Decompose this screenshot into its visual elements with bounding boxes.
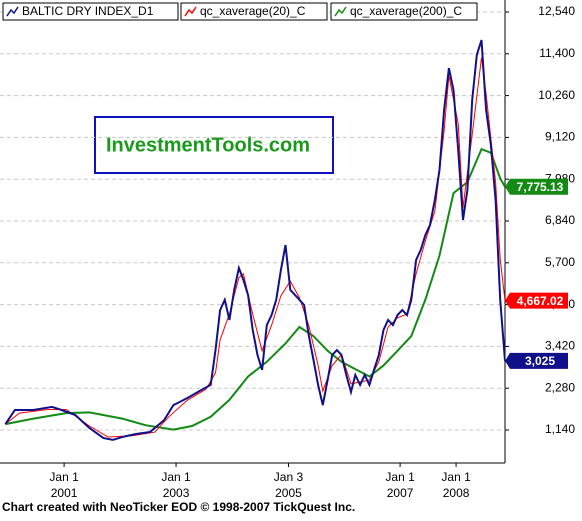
x-tick-label: Jan 1 (385, 470, 415, 484)
series-line (5, 57, 505, 438)
legend-box (330, 2, 478, 21)
x-tick-label: 2007 (387, 486, 414, 500)
x-tick-label: Jan 3 (274, 470, 304, 484)
y-tick-label: 10,260 (538, 88, 575, 102)
legend-label: BALTIC DRY INDEX_D1 (22, 4, 154, 18)
legend-swatch (6, 6, 19, 17)
y-tick-label: 11,400 (539, 46, 575, 60)
series-line (5, 147, 505, 431)
x-tick-label: 2008 (443, 486, 470, 500)
x-tick-label: Jan 1 (441, 470, 471, 484)
legend-swatch (184, 6, 197, 17)
value-label-box (505, 178, 568, 195)
value-label-box (505, 352, 568, 369)
watermark: InvestmentTools.com (106, 134, 310, 156)
y-tick-label: 3,420 (545, 339, 575, 353)
legend-box (180, 2, 328, 21)
series-line (4, 39, 505, 441)
x-tick-label: 2001 (51, 486, 78, 500)
value-label: 3,025 (525, 354, 555, 368)
y-tick-label: 5,700 (545, 255, 575, 269)
value-label-box (505, 292, 568, 309)
y-tick-label: 2,280 (545, 380, 575, 394)
legend-swatch (334, 6, 347, 17)
legend: BALTIC DRY INDEX_D1 qc_xaverage(20)_C qc_x… (2, 2, 478, 21)
value-label: 7,775.13 (517, 180, 564, 194)
footer: Chart created with NeoTicker EOD © 1998-… (2, 500, 355, 514)
y-tick-label: 6,840 (545, 213, 575, 227)
y-tick-label: 1,140 (545, 422, 575, 436)
watermark-box (94, 116, 334, 174)
y-tick-label: 12,540 (538, 4, 575, 18)
value-label: 4,667.02 (517, 294, 564, 308)
x-tick-label: Jan 1 (161, 470, 191, 484)
legend-label: qc_xaverage(20)_C (200, 4, 306, 18)
plot-lines (4, 39, 505, 441)
legend-label: qc_xaverage(200)_C (350, 4, 462, 18)
legend-box (2, 2, 179, 21)
x-tick-label: 2005 (275, 486, 302, 500)
y-tick-label: 9,120 (545, 130, 575, 144)
x-tick-label: 2003 (163, 486, 190, 500)
x-tick-label: Jan 1 (49, 470, 79, 484)
